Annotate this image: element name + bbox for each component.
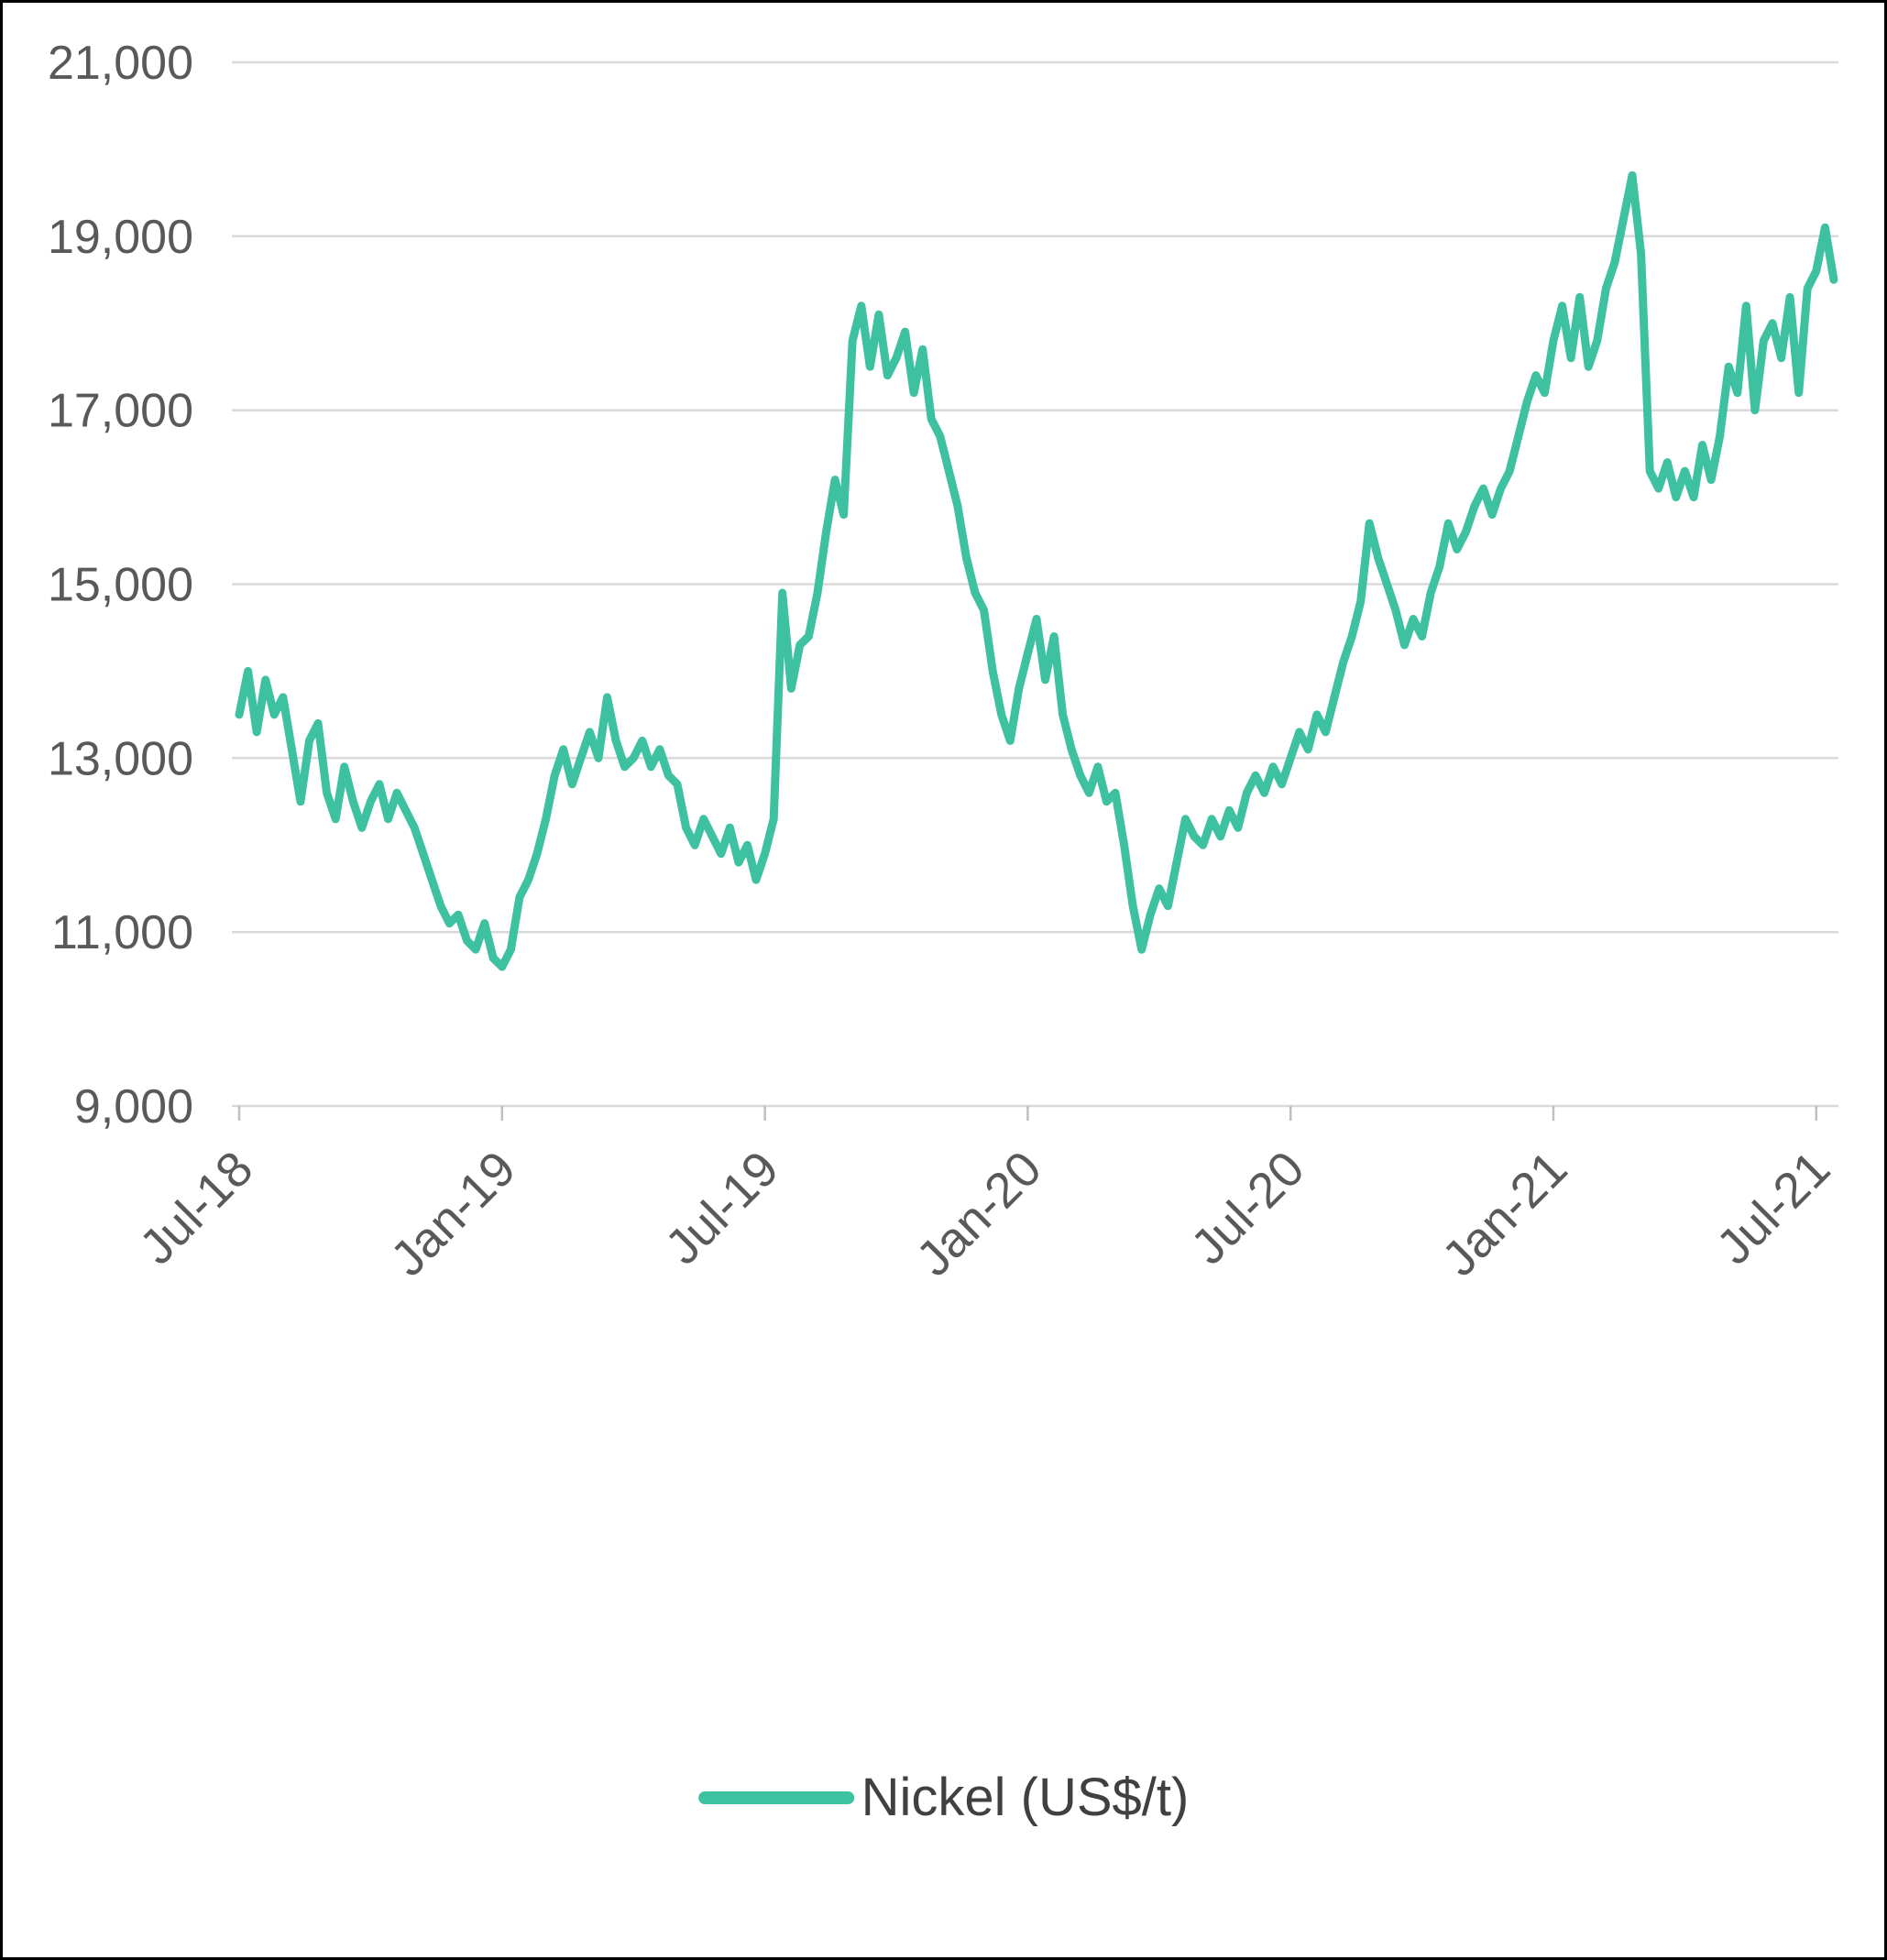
x-axis-tick-label: Jul-19 — [655, 1141, 789, 1275]
y-axis-tick-label: 11,000 — [51, 906, 193, 959]
y-axis-tick-label: 17,000 — [48, 385, 193, 438]
y-axis-labels: 9,000 11,000 13,000 15,000 17,000 19,000 21,00… — [48, 37, 193, 1133]
y-axis-tick-label: 15,000 — [48, 559, 193, 612]
y-axis-tick-label: 13,000 — [48, 732, 193, 785]
y-axis-tick-label: 9,000 — [74, 1080, 193, 1133]
x-axis-tick-label: Jul-20 — [1180, 1141, 1314, 1275]
x-axis-ticks — [237, 1106, 1818, 1121]
legend-line-swatch — [697, 1790, 854, 1804]
x-axis-tick-label: Jul-21 — [1706, 1141, 1840, 1275]
gridlines — [232, 60, 1838, 1108]
x-axis-tick-label: Jul-18 — [129, 1141, 263, 1275]
x-axis-tick-label: Jan-20 — [906, 1141, 1052, 1287]
legend: Nickel (US$/t) — [697, 1767, 1190, 1828]
nickel-price-chart: 9,000 11,000 13,000 15,000 17,000 19,000 21,00… — [48, 37, 1840, 1287]
nickel-series-line — [235, 170, 1838, 971]
legend-label: Nickel (US$/t) — [861, 1768, 1190, 1827]
x-axis-labels: Jul-18 Jan-19 Jul-19 Jan-20 Jul-20 Jan-21 Jul-… — [129, 1141, 1840, 1287]
x-axis-tick-label: Jan-19 — [380, 1141, 526, 1287]
y-axis-tick-label: 19,000 — [48, 211, 193, 264]
y-axis-tick-label: 21,000 — [48, 37, 193, 90]
x-axis-tick-label: Jan-21 — [1432, 1141, 1577, 1287]
